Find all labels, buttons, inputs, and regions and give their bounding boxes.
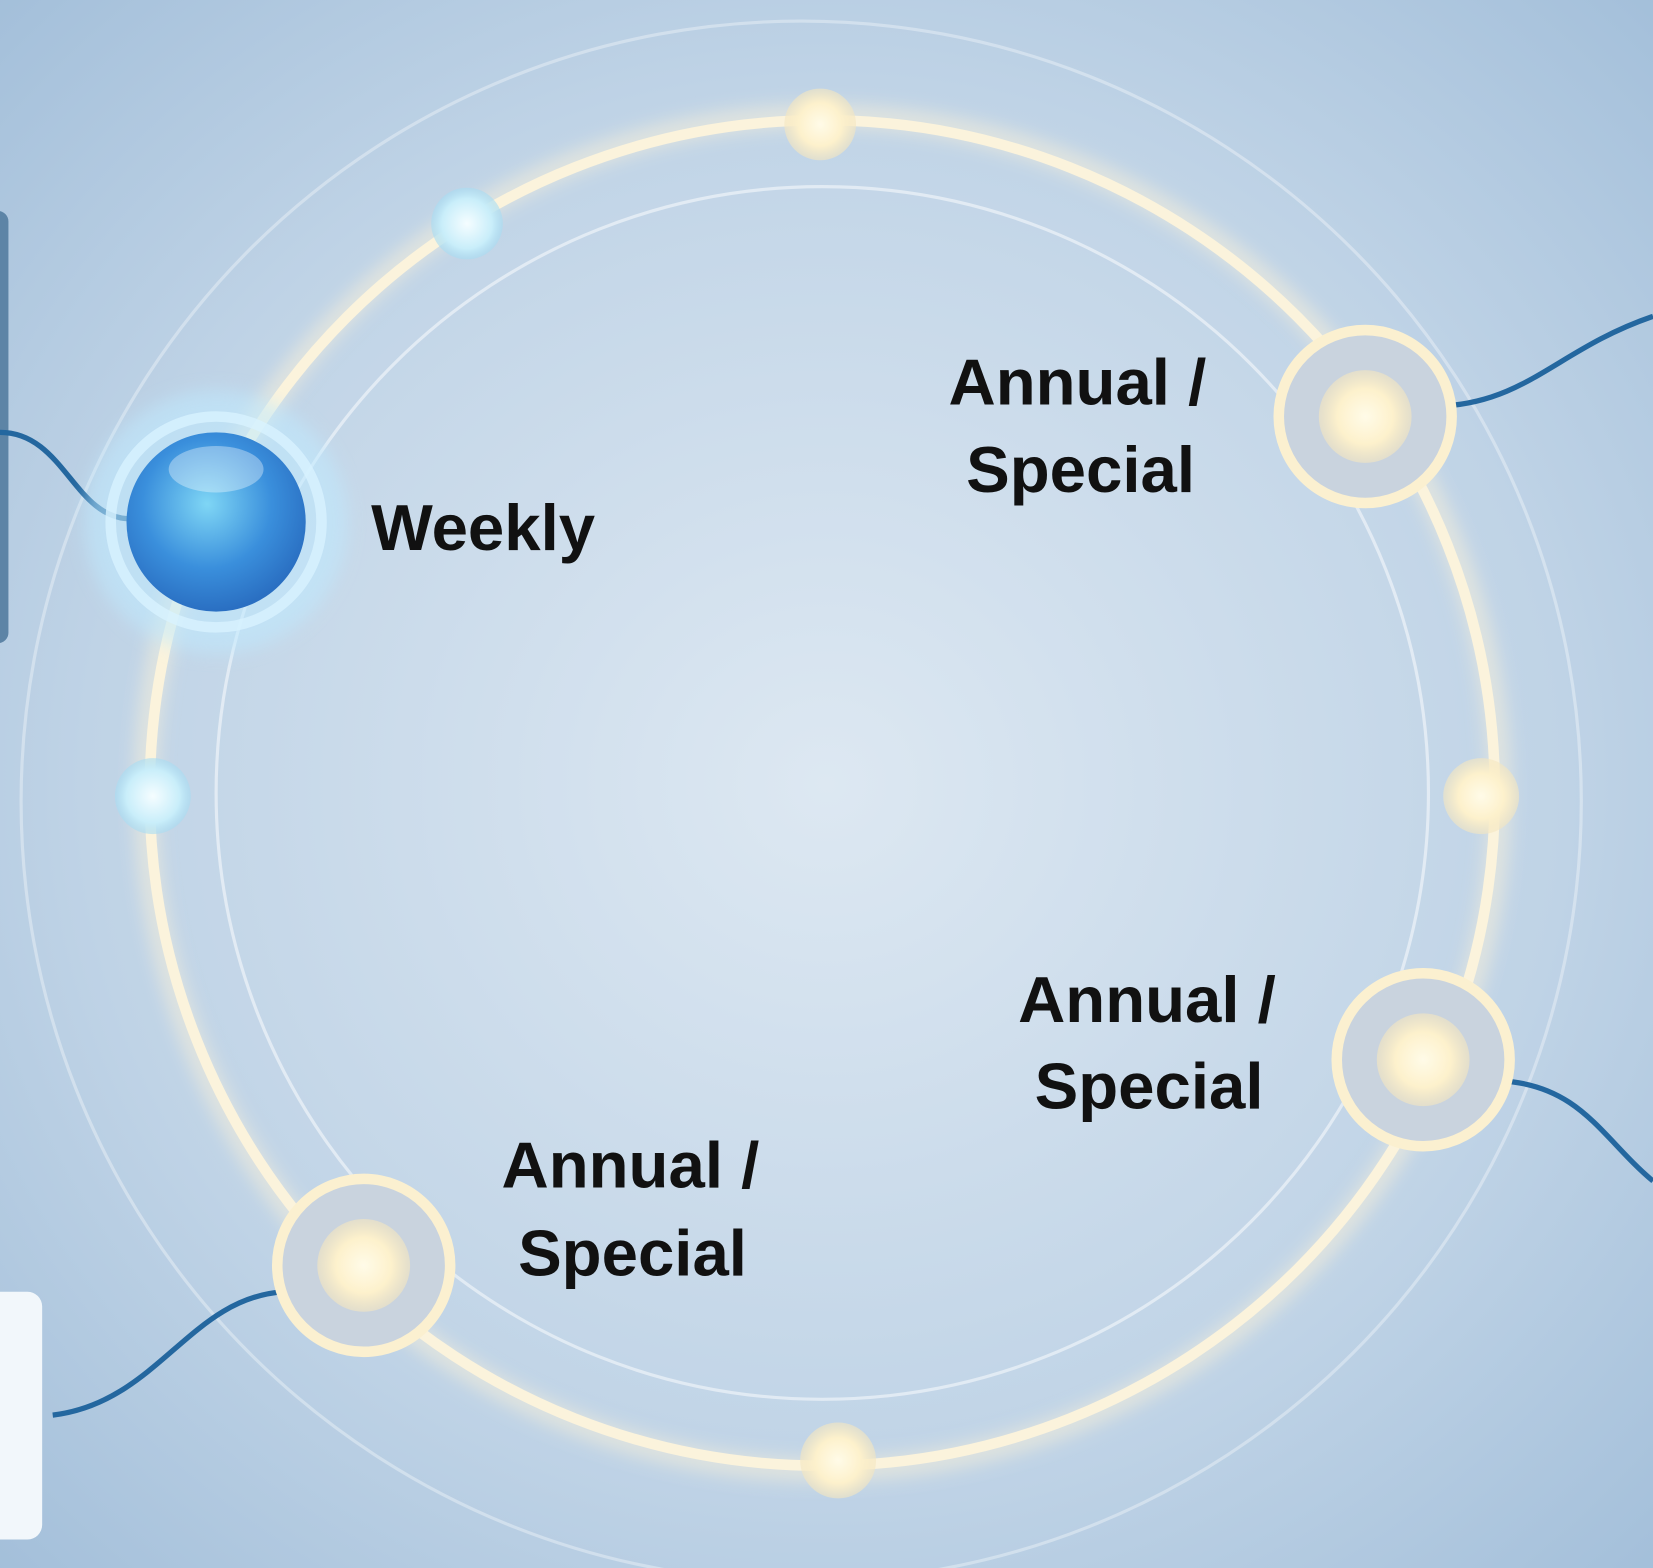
dot [431, 188, 503, 260]
dot [800, 1422, 876, 1498]
annual-node [1279, 330, 1452, 503]
node-label: Annual / [502, 1129, 760, 1202]
node-core [317, 1219, 410, 1312]
annual-node [277, 1179, 450, 1352]
side-panel [0, 1292, 42, 1540]
annual-node [1337, 973, 1510, 1146]
node-label: Special [966, 433, 1195, 506]
page: Weekly Annual / Special Annual / Special… [0, 0, 1653, 1568]
dot [115, 758, 191, 834]
node-core [1377, 1013, 1470, 1106]
background [0, 0, 1653, 1568]
dot [1443, 758, 1519, 834]
dot [784, 89, 856, 161]
node-label: Annual / [949, 345, 1207, 418]
weekly-node [84, 390, 348, 654]
node-label: Weekly [371, 491, 595, 564]
node-label: Annual / [1018, 963, 1276, 1036]
node-label: Special [1035, 1050, 1264, 1123]
node-label: Special [518, 1216, 747, 1289]
side-panel [0, 211, 8, 643]
node-highlight [169, 446, 264, 492]
diagram: Weekly Annual / Special Annual / Special… [0, 0, 1653, 1568]
node-core [1319, 370, 1412, 463]
